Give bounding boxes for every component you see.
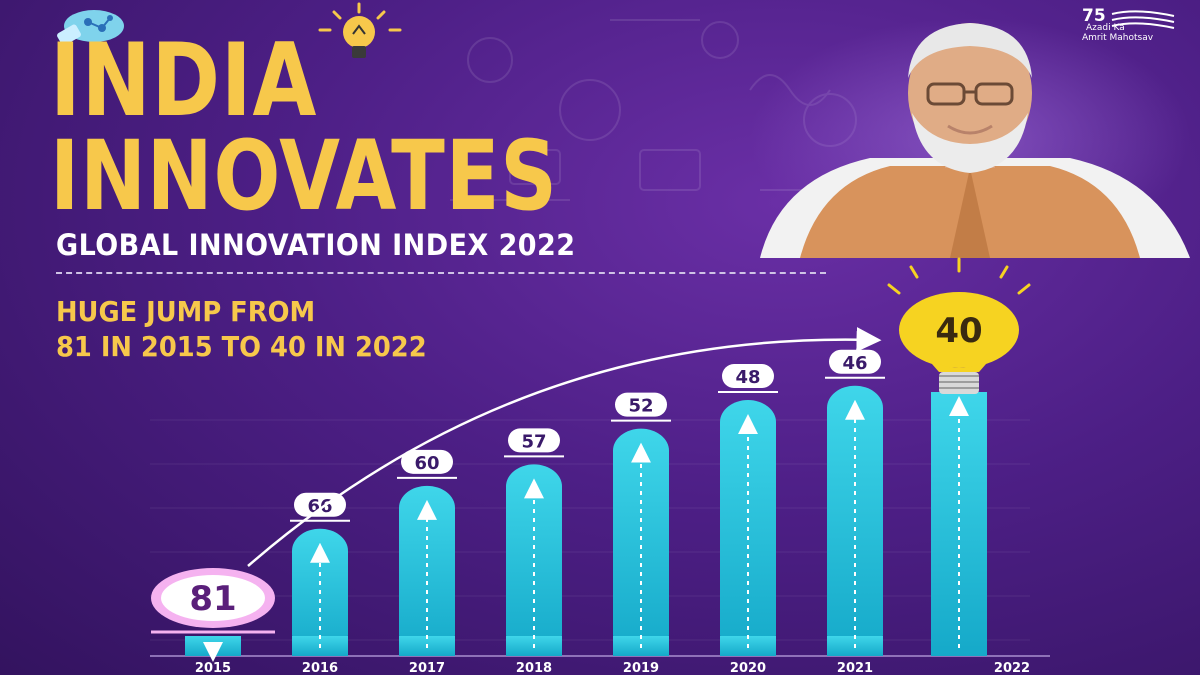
bar-2017 (399, 485, 455, 656)
badge-2018 (508, 428, 560, 453)
bar-2019 (613, 428, 669, 656)
flag-swoosh-icon (1111, 10, 1175, 29)
bulb-ray (1017, 283, 1031, 295)
value-label-highlight: 40 (935, 311, 982, 351)
tick-label-2020: 2020 (730, 661, 766, 675)
value-label-2016: 66 (307, 496, 332, 517)
logo-line-2: Amrit Mahotsav (1082, 33, 1154, 43)
jump-line-2: 81 IN 2015 TO 40 IN 2022 (56, 330, 427, 363)
bulb-ray (999, 265, 1009, 279)
value-label-2017: 60 (414, 453, 439, 474)
tick-label-2017: 2017 (409, 661, 445, 675)
badge-inner-2015 (161, 575, 265, 621)
subtitle: GLOBAL INNOVATION INDEX 2022 (56, 228, 576, 262)
bar-base-2015 (185, 636, 241, 656)
value-label-2021: 46 (842, 353, 867, 374)
badge-2020 (722, 364, 774, 389)
badge-2017 (401, 449, 453, 474)
logo-line-1: Azadi Ka (1086, 23, 1125, 33)
value-label-2020: 48 (735, 367, 760, 388)
badge-2021 (829, 349, 881, 374)
title-line-1: INDIA (50, 21, 318, 140)
innovation-icon (57, 10, 124, 46)
tick-label-2021: 2021 (837, 661, 873, 675)
bar-2018 (506, 464, 562, 656)
tick-label-2019: 2019 (623, 661, 659, 675)
badge-2019 (615, 392, 667, 417)
tick-label-2016: 2016 (302, 661, 338, 675)
lightbulb-icon (318, 2, 402, 58)
bulb-neck (925, 356, 993, 372)
azadi-ka-amrit-mahotsav-logo: 75 Azadi Ka Amrit Mahotsav (1082, 6, 1177, 44)
tick-label-trailing: 2022 (994, 661, 1030, 675)
jump-headline: HUGE JUMP FROM 81 IN 2015 TO 40 IN 2022 (56, 294, 427, 364)
tick-label-2018: 2018 (516, 661, 552, 675)
tick-label-2015: 2015 (195, 661, 231, 675)
bulb-ray (909, 265, 919, 279)
value-label-2015: 81 (189, 579, 236, 619)
value-label-2018: 57 (521, 431, 546, 452)
dashed-divider (56, 272, 826, 274)
title-line-2: INNOVATES (50, 120, 558, 232)
value-label-2019: 52 (628, 396, 653, 417)
trend-arrow (247, 327, 882, 567)
jump-line-1: HUGE JUMP FROM (56, 295, 316, 328)
logo-number: 75 (1082, 6, 1106, 26)
bulb-glass (899, 292, 1019, 368)
portrait-illustration (750, 18, 1190, 258)
bulb-ray (887, 283, 901, 295)
